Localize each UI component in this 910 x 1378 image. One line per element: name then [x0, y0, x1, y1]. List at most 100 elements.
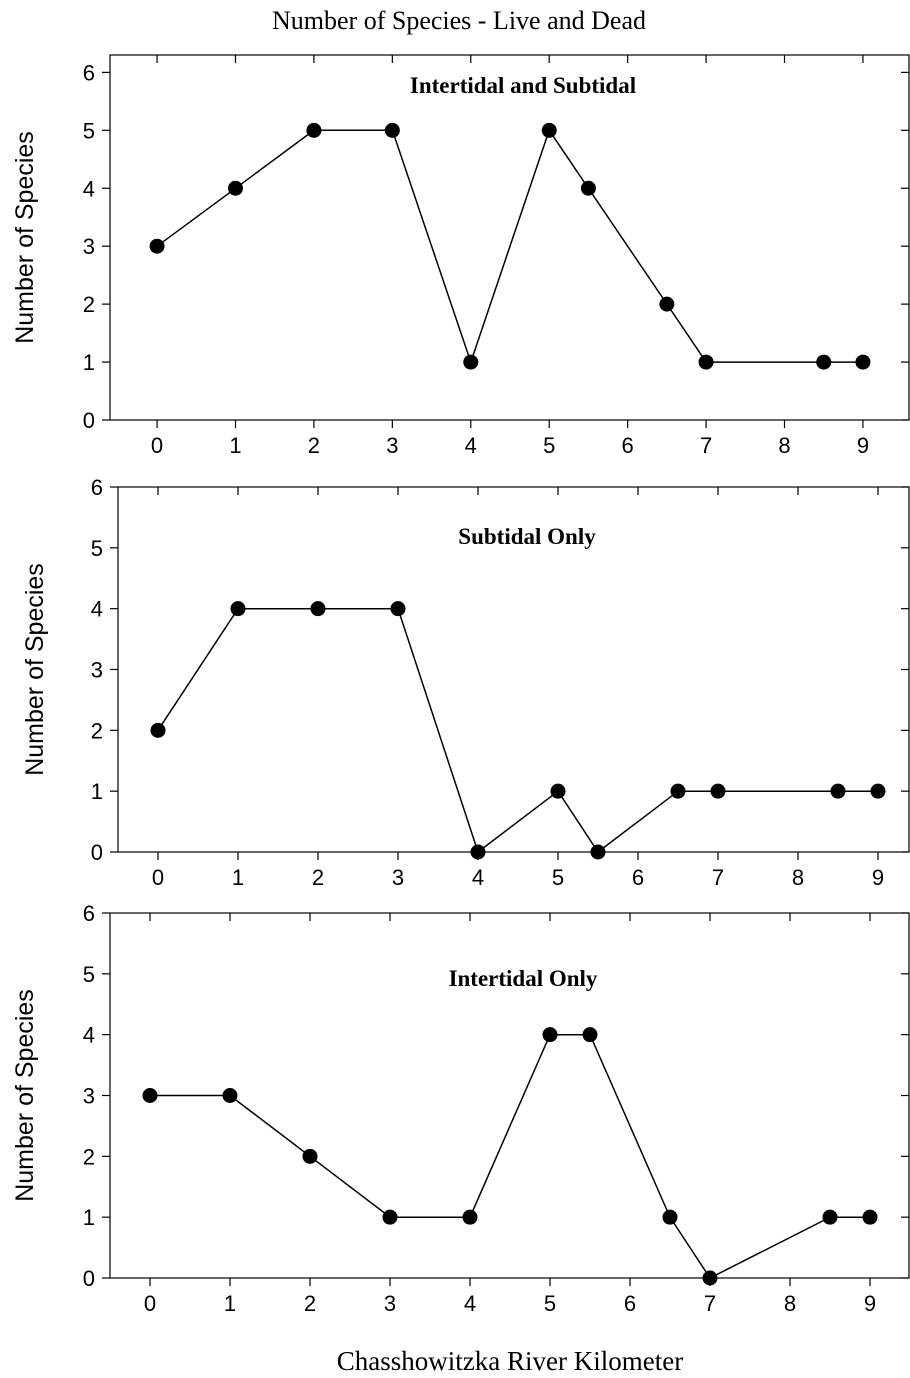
y-tick-label: 4	[83, 176, 95, 201]
x-tick-label: 0	[144, 1291, 156, 1316]
figure-title: Number of Species - Live and Dead	[272, 6, 646, 35]
x-tick-label: 3	[392, 865, 404, 890]
x-tick-label: 0	[151, 433, 163, 458]
x-tick-label: 0	[152, 865, 164, 890]
y-tick-label: 0	[83, 408, 95, 433]
x-tick-label: 7	[712, 865, 724, 890]
data-point	[582, 1027, 598, 1043]
y-tick-label: 3	[91, 658, 103, 683]
x-tick-label: 4	[472, 865, 484, 890]
y-tick-label: 6	[83, 901, 95, 926]
x-tick-label: 8	[784, 1291, 796, 1316]
x-tick-label: 9	[857, 433, 869, 458]
data-point	[306, 122, 322, 138]
data-point	[382, 1209, 398, 1225]
chart-panels: 0 1 2 3 4 5 6 0 1 2 3 4 5 6 7 8 9 Intertidal and Subtidal…	[11, 54, 910, 1316]
data-point	[542, 1027, 558, 1043]
x-tick-label: 4	[465, 433, 477, 458]
data-point	[462, 1209, 478, 1225]
y-tick-label: 1	[83, 350, 95, 375]
data-point	[662, 1209, 678, 1225]
data-point	[670, 783, 686, 799]
data-point	[816, 354, 832, 370]
x-tick-label: 8	[792, 865, 804, 890]
data-point	[830, 783, 846, 799]
chart-panel-1: 0 1 2 3 4 5 6 0 1 2 3 4 5 6 7 8 9 Intertidal and Subtidal…	[11, 54, 910, 458]
y-tick-label: 4	[91, 597, 103, 622]
x-tick-label: 1	[232, 865, 244, 890]
x-tick-label: 2	[304, 1291, 316, 1316]
data-point	[698, 354, 714, 370]
x-tick-label: 6	[622, 433, 634, 458]
x-tick-label: 6	[624, 1291, 636, 1316]
x-tick-label: 1	[224, 1291, 236, 1316]
data-point	[702, 1270, 718, 1286]
data-point	[149, 238, 165, 254]
y-tick-label: 1	[83, 1205, 95, 1230]
chart-panel-3: 0 1 2 3 4 5 6 0 1 2 3 4 5 6 7 8 9 Intertidal Only Number o…	[11, 901, 910, 1316]
y-tick-label: 2	[91, 718, 103, 743]
panel-title: Subtidal Only	[458, 524, 596, 549]
x-tick-label: 3	[386, 433, 398, 458]
data-point	[302, 1148, 318, 1164]
data-point	[541, 122, 557, 138]
panel-title: Intertidal and Subtidal	[410, 73, 636, 98]
y-tick-label: 4	[83, 1023, 95, 1048]
data-point	[550, 783, 566, 799]
data-point	[142, 1088, 158, 1103]
data-point	[590, 844, 606, 860]
y-tick-label: 0	[91, 840, 103, 865]
panel-title: Intertidal Only	[449, 966, 598, 991]
y-tick-label: 3	[83, 234, 95, 259]
x-tick-label: 4	[464, 1291, 476, 1316]
x-tick-label: 1	[229, 433, 241, 458]
data-point	[855, 354, 871, 370]
x-tick-label: 5	[552, 865, 564, 890]
data-point	[384, 122, 400, 138]
y-tick-label: 1	[91, 779, 103, 804]
y-tick-label: 5	[83, 118, 95, 143]
y-tick-label: 6	[91, 475, 103, 500]
y-axis-label: Number of Species	[21, 563, 49, 776]
series-line	[150, 1033, 870, 1279]
y-tick-label: 6	[83, 60, 95, 85]
y-axis-label: Number of Species	[11, 989, 39, 1202]
x-tick-label: 2	[312, 865, 324, 890]
y-axis-label: Number of Species	[11, 131, 39, 344]
x-tick-label: 7	[704, 1291, 716, 1316]
data-point	[227, 180, 243, 196]
chart-panel-2: 0 1 2 3 4 5 6 0 1 2 3 4 5 6 7 8 9 Subtidal Only Number of …	[21, 475, 910, 890]
data-point	[390, 601, 406, 617]
data-point	[659, 296, 675, 312]
data-point	[150, 722, 166, 738]
plot-frame	[109, 54, 910, 421]
data-point	[870, 783, 886, 799]
data-point	[310, 601, 326, 617]
x-tick-label: 5	[543, 433, 555, 458]
y-tick-label: 5	[83, 962, 95, 987]
x-axis-label: Chasshowitzka River Kilometer	[337, 1346, 683, 1376]
data-point	[463, 354, 479, 370]
x-tick-label: 2	[308, 433, 320, 458]
x-tick-label: 9	[864, 1291, 876, 1316]
data-point	[580, 180, 596, 196]
y-tick-label: 2	[83, 292, 95, 317]
x-tick-label: 9	[872, 865, 884, 890]
y-tick-label: 0	[83, 1266, 95, 1291]
data-point	[470, 844, 486, 860]
x-tick-label: 5	[544, 1291, 556, 1316]
data-point	[222, 1088, 238, 1103]
series-line	[157, 607, 878, 854]
y-tick-label: 5	[91, 536, 103, 561]
data-point	[710, 783, 726, 799]
series-line	[156, 128, 863, 365]
x-tick-label: 3	[384, 1291, 396, 1316]
x-tick-label: 7	[700, 433, 712, 458]
y-tick-label: 3	[83, 1084, 95, 1109]
data-point	[862, 1209, 878, 1225]
data-point	[230, 601, 246, 617]
x-tick-label: 8	[778, 433, 790, 458]
y-tick-label: 2	[83, 1144, 95, 1169]
data-point	[822, 1209, 838, 1225]
